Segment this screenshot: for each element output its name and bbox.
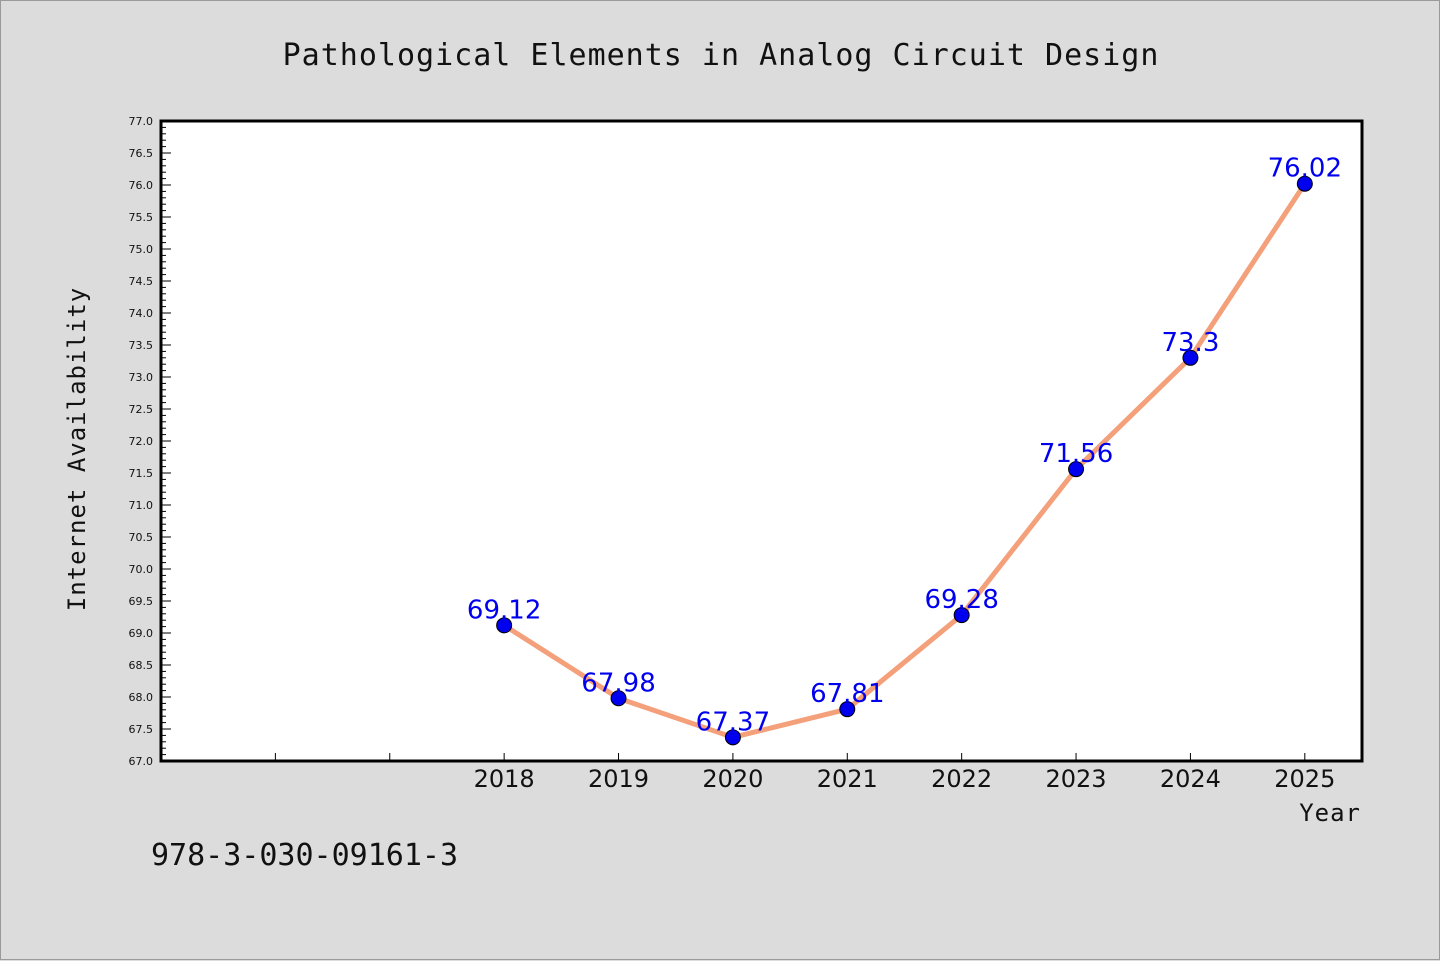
y-tick-label: 70.5 [129, 531, 154, 544]
data-point [1182, 349, 1199, 366]
x-tick-label: 2018 [474, 765, 535, 793]
series-line [501, 181, 1308, 740]
x-tick-label: 2023 [1046, 765, 1107, 793]
data-label: 69.12 [467, 595, 541, 625]
y-tick-label: 73.5 [129, 339, 154, 352]
data-label: 76.02 [1268, 154, 1342, 184]
y-tick-label: 69.5 [129, 595, 154, 608]
y-tick-label: 68.0 [129, 691, 154, 704]
data-label: 71.56 [1039, 439, 1113, 469]
x-axis: 2018 2019 2020 2021 2022 2023 2024 2025 [274, 753, 1335, 793]
data-point [839, 701, 856, 718]
data-label: 67.81 [810, 679, 884, 709]
y-tick-label: 72.5 [129, 403, 154, 416]
x-tick-label: 2019 [588, 765, 649, 793]
y-tick-label: 71.0 [129, 499, 154, 512]
y-tick-label: 74.0 [129, 307, 154, 320]
y-tick-label: 67.5 [129, 723, 154, 736]
data-point [1068, 461, 1085, 478]
y-tick-label: 75.5 [129, 211, 154, 224]
y-axis: 67.0 67.5 68.0 68.5 69.0 69.5 70.0 70.5 71.0 71.5… [129, 115, 171, 768]
plot-area [159, 119, 1364, 763]
data-label: 69.28 [924, 585, 998, 615]
data-label: 67.37 [696, 707, 770, 737]
y-tick-label: 71.5 [129, 467, 154, 480]
y-tick-label: 75.0 [129, 243, 154, 256]
y-tick-label: 76.5 [129, 147, 154, 160]
y-tick-label: 70.0 [129, 563, 154, 576]
x-tick-label: 2022 [931, 765, 992, 793]
data-point [953, 607, 970, 624]
data-point [724, 729, 741, 746]
x-tick-label: 2021 [817, 765, 878, 793]
y-axis-title: Internet Availability [63, 287, 91, 611]
x-tick-label: 2025 [1274, 765, 1335, 793]
y-tick-label: 72.0 [129, 435, 154, 448]
data-label: 67.98 [581, 668, 655, 698]
chart-title: Pathological Elements in Analog Circuit … [283, 38, 1160, 73]
x-axis-title: Year [1299, 799, 1361, 827]
x-tick-label: 2020 [702, 765, 763, 793]
data-label: 73.3 [1161, 328, 1219, 358]
y-tick-label: 67.0 [129, 755, 154, 768]
y-tick-label: 74.5 [129, 275, 154, 288]
data-point [610, 690, 627, 707]
isbn-label: 978-3-030-09161-3 [151, 838, 458, 873]
y-tick-label: 69.0 [129, 627, 154, 640]
y-tick-label: 68.5 [129, 659, 154, 672]
y-tick-label: 76.0 [129, 179, 154, 192]
y-tick-label: 77.0 [129, 115, 154, 128]
data-point [1296, 175, 1313, 192]
series-layer [496, 175, 1313, 746]
data-labels: 69.12 67.98 67.37 67.81 69.28 71.56 73.3 76.02 [467, 154, 1342, 738]
y-tick-label: 73.0 [129, 371, 154, 384]
x-tick-label: 2024 [1160, 765, 1221, 793]
data-point [496, 617, 513, 634]
